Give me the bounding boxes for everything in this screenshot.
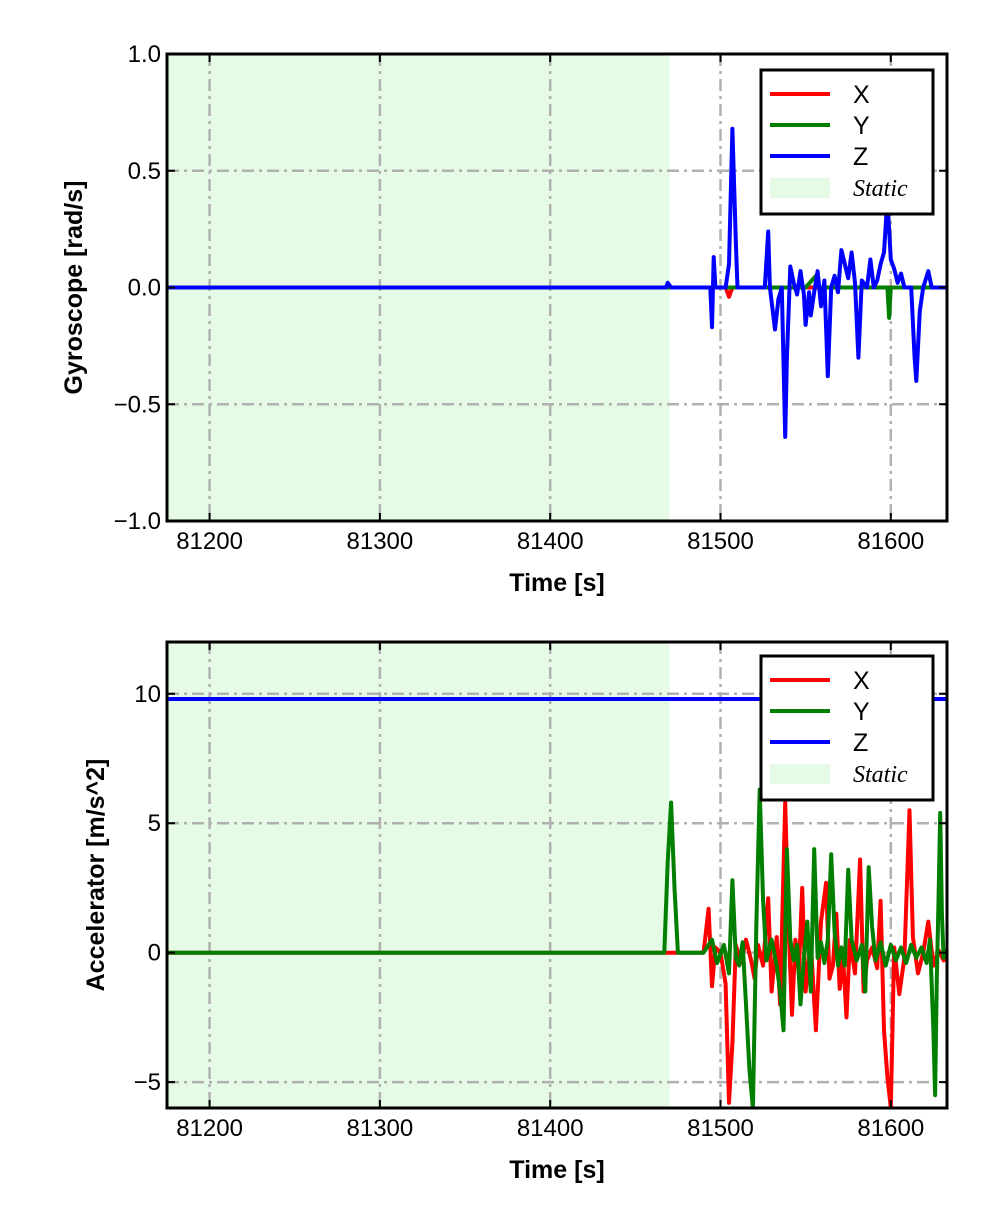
x-axis-title: Time [s]	[509, 1156, 604, 1184]
legend-item-static: Static	[770, 176, 908, 202]
x-tick-label: 81600	[857, 1115, 924, 1142]
legend-label: Static	[853, 762, 908, 788]
y-axis-title: Accelerator [m/s^2]	[82, 759, 110, 992]
x-tick-label: 81300	[347, 1115, 414, 1142]
legend-item-z: Z	[770, 729, 868, 757]
gyroscope-panel: 81200 81300 81400 81500 81600 1.0 0.5 0.0 −0.5 −1…	[60, 41, 949, 597]
legend-swatch-static	[770, 178, 830, 198]
y-tick-label: 5	[148, 810, 161, 837]
legend-swatch-static	[770, 764, 830, 784]
x-axis-title: Time [s]	[509, 569, 604, 597]
y-tick-label: −0.5	[114, 391, 161, 418]
x-tick-label: 81300	[347, 528, 414, 555]
x-tick-label: 81200	[176, 1115, 243, 1142]
series-y-line	[167, 787, 947, 1108]
legend-label: Y	[853, 112, 870, 140]
legend-item-y: Y	[770, 698, 870, 726]
legend-item-z: Z	[770, 143, 868, 171]
x-tick-label: 81400	[517, 528, 584, 555]
y-tick-label: 0	[148, 940, 161, 967]
legend-label: Z	[853, 143, 868, 171]
legend-item-x: X	[770, 81, 870, 109]
plot-frame	[165, 640, 949, 1110]
legend: XYZ Static	[759, 68, 935, 216]
legend-label: Static	[853, 176, 908, 202]
legend-item-x: X	[770, 667, 870, 695]
x-tick-label: 81200	[176, 528, 243, 555]
x-tick-label: 81500	[687, 1115, 754, 1142]
legend: XYZ Static	[759, 654, 935, 802]
static-region-shade	[167, 642, 670, 1108]
series-group	[167, 126, 947, 439]
legend-item-static: Static	[770, 762, 908, 788]
legend-label: Z	[853, 729, 868, 757]
legend-item-y: Y	[770, 112, 870, 140]
y-tick-label: 0.5	[128, 158, 161, 185]
legend-label: Y	[853, 698, 870, 726]
y-tick-label: 10	[134, 681, 161, 708]
x-tick-label: 81600	[857, 528, 924, 555]
legend-label: X	[853, 81, 870, 109]
y-tick-label: −1.0	[114, 508, 161, 535]
x-tick-label: 81400	[517, 1115, 584, 1142]
y-tick-label: 1.0	[128, 41, 161, 68]
y-tick-label: 0.0	[128, 275, 161, 302]
accelerator-panel: 81200 81300 81400 81500 81600 10 5 0 −5 Time [s] A…	[82, 640, 949, 1184]
x-tick-label: 81500	[687, 528, 754, 555]
series-z-line	[167, 126, 947, 439]
y-axis-title: Gyroscope [rad/s]	[60, 181, 88, 395]
legend-label: X	[853, 667, 870, 695]
y-tick-label: −5	[134, 1069, 161, 1096]
